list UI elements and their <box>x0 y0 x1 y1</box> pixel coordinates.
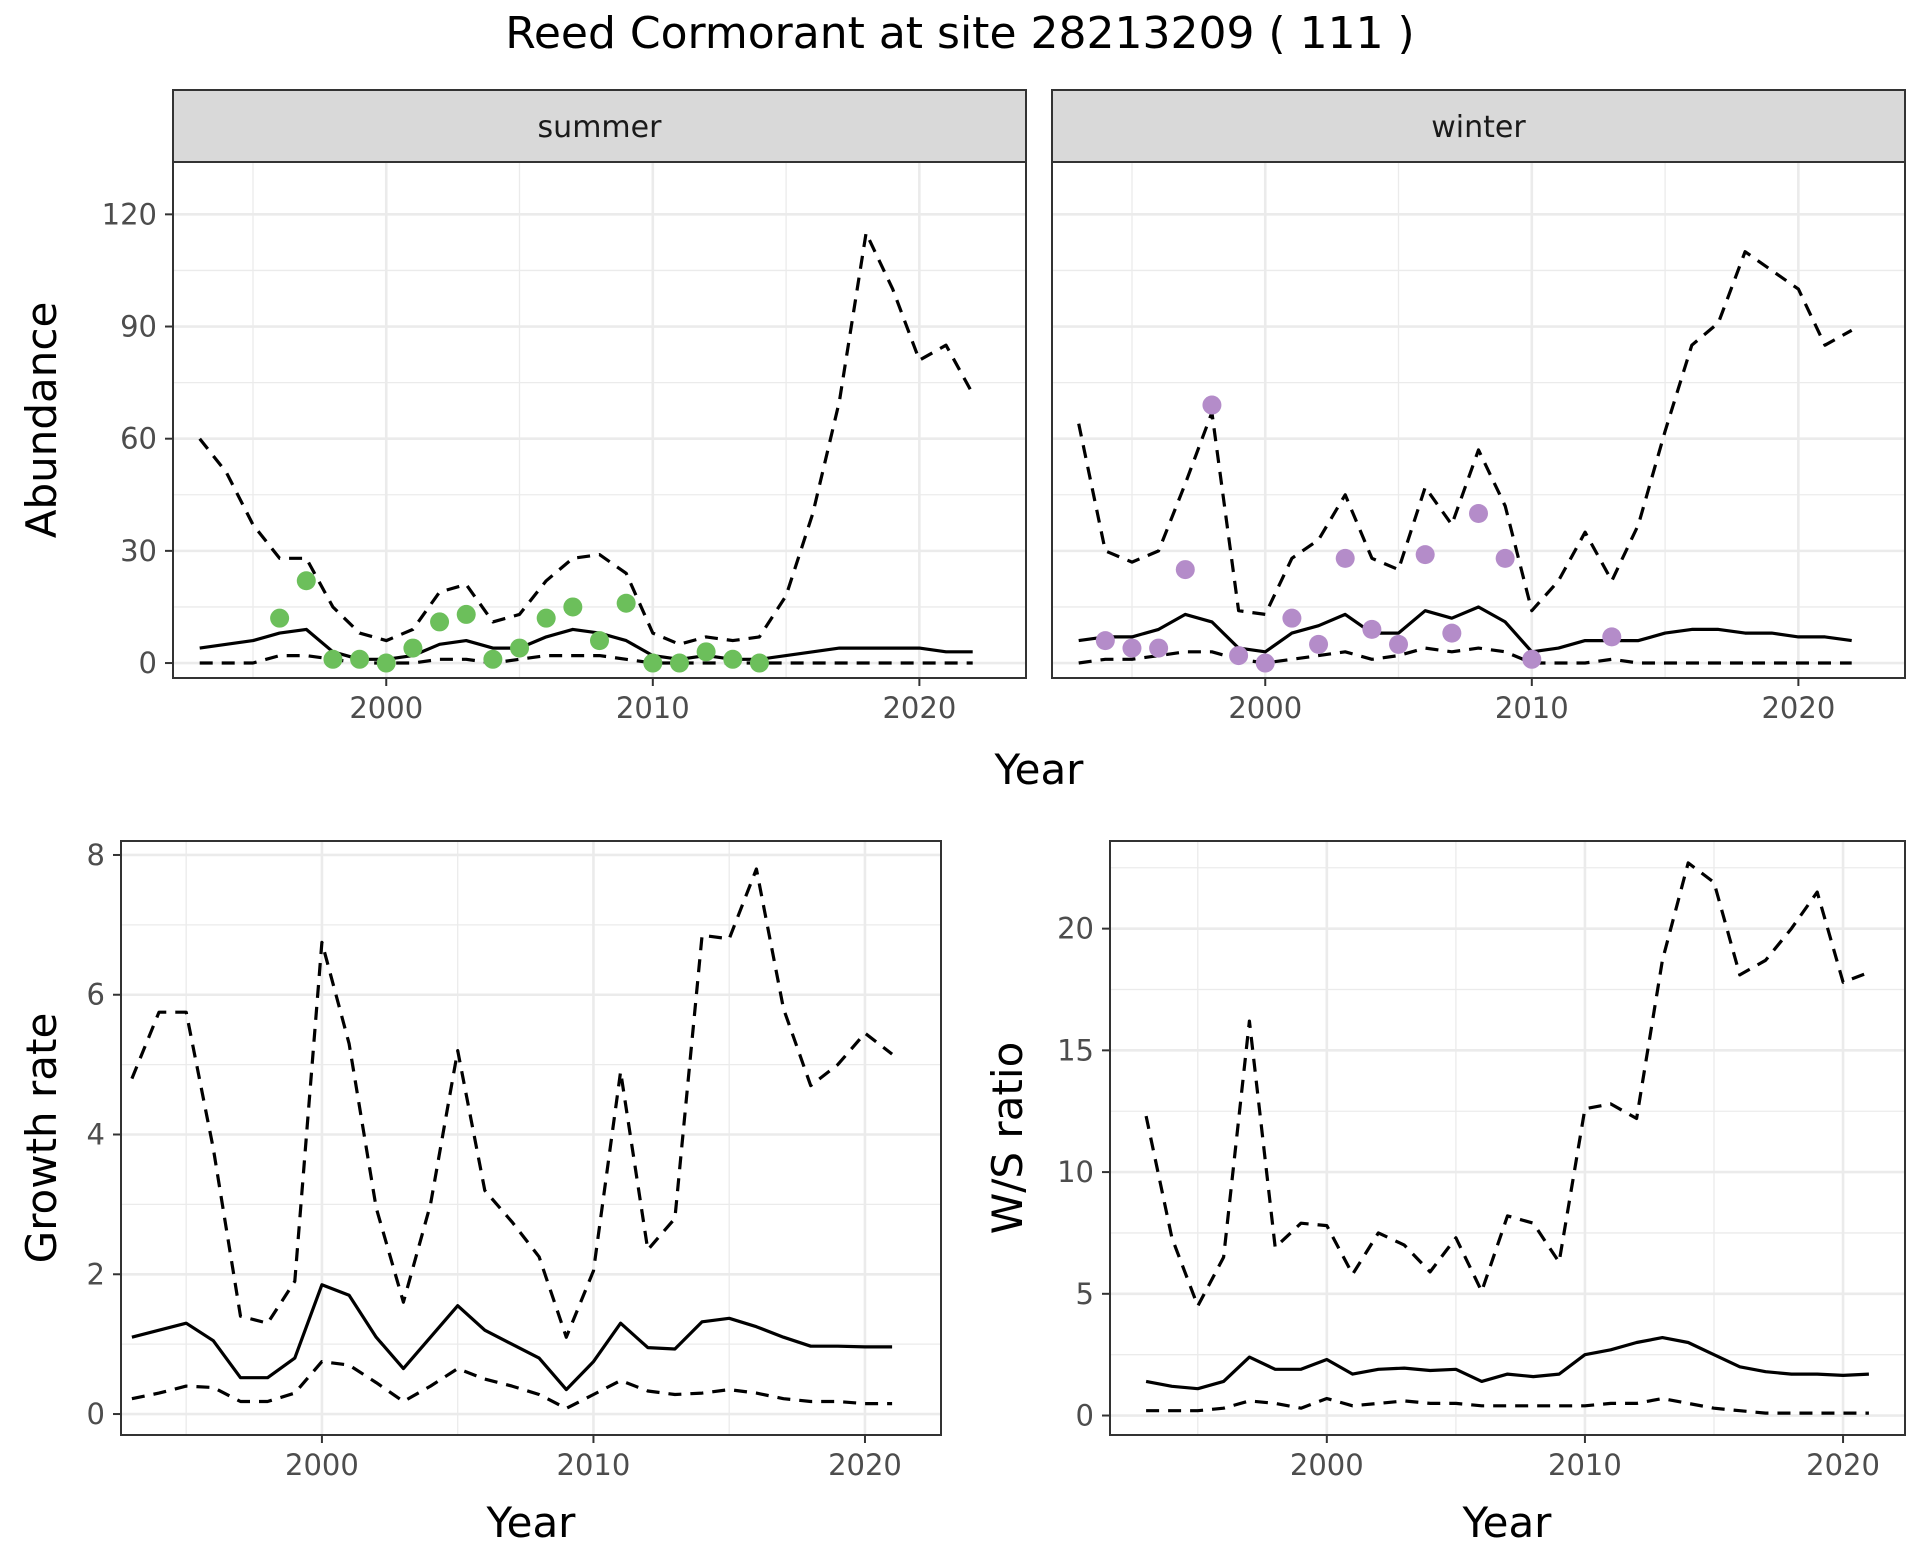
abundance-winter-observed-point <box>1495 548 1515 568</box>
abundance-summer-y-tick-label: 90 <box>120 310 157 344</box>
abundance-winter-x-tick-label: 2010 <box>1495 691 1569 725</box>
abundance-winter-panel: 2000 2010 2020 <box>1051 161 1906 725</box>
abundance-summer-observed-point <box>590 631 609 651</box>
abundance-y-axis-title: Abundance <box>17 302 66 539</box>
abundance-summer-observed-point <box>430 612 450 632</box>
ws-ratio-x-tick-label: 2020 <box>1806 1448 1880 1482</box>
abundance-winter-strip-background <box>1051 89 1906 163</box>
figure-title: Reed Cormorant at site 28213209 ( 111 ) <box>505 8 1414 59</box>
abundance-winter-observed-point <box>1229 646 1249 666</box>
abundance-summer-observed-point <box>403 638 423 658</box>
abundance-summer-observed-point <box>510 638 530 658</box>
abundance-summer-x-tick-label: 2000 <box>349 691 423 725</box>
growth-x-axis-title: Year <box>486 1498 577 1547</box>
abundance-winter-observed-point <box>1282 608 1302 628</box>
abundance-winter-lower-ci-line <box>1078 646 1852 665</box>
abundance-winter-upper-ci-line <box>1077 250 1853 617</box>
abundance-summer-panel: 0 30 60 90 120 2000 2010 2020 <box>102 161 1027 725</box>
abundance-summer-y-tick-label: 30 <box>120 534 157 568</box>
abundance-winter-observed-point <box>1309 634 1329 654</box>
ws-ratio-x-tick-label: 2000 <box>1290 1448 1364 1482</box>
abundance-winter-observed-point <box>1415 545 1435 565</box>
growth-y-tick-label: 4 <box>87 1118 105 1152</box>
abundance-winter-observed-point <box>1149 638 1169 658</box>
growth-y-tick-label: 8 <box>87 838 105 872</box>
growth-upper-ci-line <box>130 867 894 1339</box>
abundance-summer-observed-point <box>323 649 343 669</box>
abundance-summer-panel-border <box>172 161 1027 679</box>
abundance-x-axis-title: Year <box>994 745 1085 794</box>
ws-ratio-lower-ci-line <box>1146 1396 1869 1415</box>
abundance-winter-observed-point <box>1362 619 1382 639</box>
ws-ratio-y-tick-label: 20 <box>1057 912 1094 946</box>
abundance-summer-upper-ci-line <box>198 231 975 646</box>
abundance-winter-strip-label: winter <box>1431 110 1526 145</box>
abundance-summer-observed-point <box>643 653 663 673</box>
abundance-summer-observed-point <box>616 593 636 613</box>
ws-ratio-y-tick-label: 15 <box>1057 1033 1094 1067</box>
abundance-summer-y-tick-label: 120 <box>102 197 157 231</box>
abundance-summer-observed-point <box>669 653 689 673</box>
abundance-summer-strip-background <box>172 89 1027 163</box>
abundance-summer-x-tick-label: 2010 <box>616 691 690 725</box>
ws-ratio-y-tick-label: 5 <box>1076 1277 1094 1311</box>
growth-y-tick-label: 2 <box>87 1257 105 1291</box>
abundance-winter-observed-point <box>1442 623 1462 643</box>
ws-ratio-y-tick-label: 0 <box>1076 1399 1094 1433</box>
abundance-winter-panel-border <box>1051 161 1906 679</box>
abundance-summer-observed-point <box>749 653 769 673</box>
growth-y-tick-label: 6 <box>87 978 105 1012</box>
abundance-summer-observed-point <box>456 604 476 624</box>
abundance-summer-x-tick-label: 2020 <box>882 691 956 725</box>
growth-y-tick-label: 0 <box>87 1397 105 1431</box>
abundance-winter-estimate-line <box>1078 605 1852 654</box>
abundance-summer-observed-point <box>536 608 556 628</box>
abundance-winter-observed-point <box>1122 638 1142 658</box>
ws-ratio-panel: 0 5 10 15 20 2000 2010 2020 <box>1057 840 1906 1482</box>
abundance-summer-observed-point <box>350 649 370 669</box>
abundance-summer-observed-point <box>696 642 716 662</box>
ws-ratio-estimate-line <box>1145 1335 1869 1391</box>
abundance-summer-observed-point <box>376 653 396 673</box>
abundance-summer-observed-point <box>723 649 743 669</box>
growth-estimate-line <box>131 1283 893 1392</box>
abundance-winter-observed-point <box>1202 395 1222 415</box>
ws-ratio-y-tick-label: 10 <box>1057 1155 1094 1189</box>
abundance-summer-strip: summer <box>172 89 1027 163</box>
ws-ratio-y-axis-title: W/S ratio <box>983 1042 1032 1235</box>
abundance-summer-estimate-line <box>199 627 973 661</box>
abundance-winter-observed-point <box>1255 653 1275 673</box>
abundance-summer-y-tick-label: 0 <box>139 646 157 680</box>
ws-ratio-upper-ci-line <box>1144 861 1870 1308</box>
abundance-winter-strip: winter <box>1051 89 1906 163</box>
abundance-winter-observed-point <box>1175 560 1195 580</box>
abundance-summer-lower-ci-line <box>199 653 973 665</box>
abundance-winter-observed-point <box>1335 548 1355 568</box>
abundance-summer-observed-point <box>270 608 290 628</box>
growth-panel: 0 2 4 6 8 2000 2010 2020 <box>87 838 942 1482</box>
abundance-summer-observed-point <box>483 649 503 669</box>
ws-ratio-x-tick-label: 2010 <box>1548 1448 1622 1482</box>
ws-ratio-panel-border <box>1109 840 1906 1436</box>
abundance-summer-strip-label: summer <box>538 110 663 145</box>
abundance-summer-observed-point <box>563 597 583 617</box>
abundance-winter-observed-point <box>1389 634 1409 654</box>
ws-ratio-x-axis-title: Year <box>1462 1498 1553 1547</box>
abundance-winter-x-tick-label: 2020 <box>1761 691 1835 725</box>
abundance-winter-observed-point <box>1095 631 1115 651</box>
growth-x-tick-label: 2000 <box>285 1448 359 1482</box>
abundance-winter-x-tick-label: 2000 <box>1228 691 1302 725</box>
abundance-winter-observed-point <box>1522 649 1542 669</box>
growth-x-tick-label: 2010 <box>557 1448 631 1482</box>
abundance-summer-observed-point <box>296 571 316 591</box>
growth-x-tick-label: 2020 <box>828 1448 902 1482</box>
abundance-winter-observed-point <box>1602 627 1622 647</box>
abundance-summer-y-tick-label: 60 <box>120 422 157 456</box>
growth-y-axis-title: Growth rate <box>17 1013 66 1264</box>
growth-lower-ci-line <box>131 1359 893 1411</box>
growth-panel-border <box>120 840 942 1436</box>
abundance-winter-observed-point <box>1469 503 1488 523</box>
